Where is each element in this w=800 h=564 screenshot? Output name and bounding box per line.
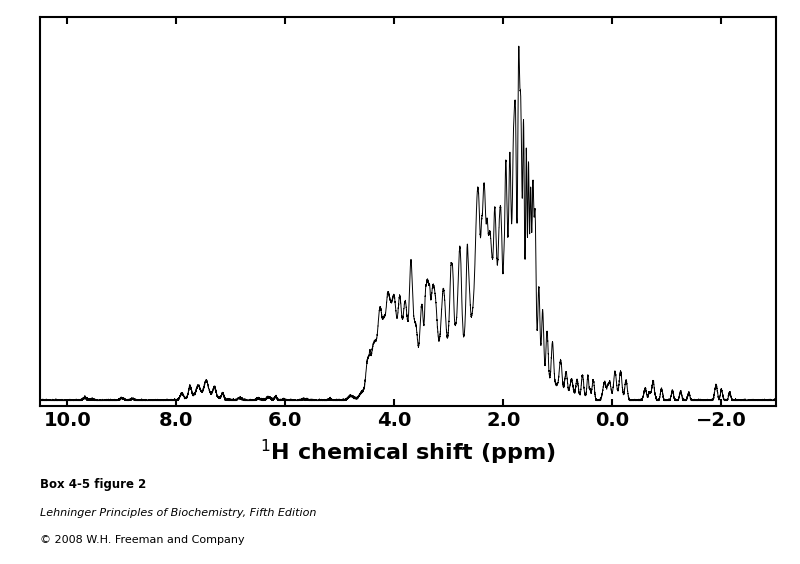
Text: © 2008 W.H. Freeman and Company: © 2008 W.H. Freeman and Company bbox=[40, 535, 245, 545]
X-axis label: $^{1}$H chemical shift (ppm): $^{1}$H chemical shift (ppm) bbox=[260, 438, 556, 468]
Text: Lehninger Principles of Biochemistry, Fifth Edition: Lehninger Principles of Biochemistry, Fi… bbox=[40, 508, 316, 518]
Text: Box 4-5 figure 2: Box 4-5 figure 2 bbox=[40, 478, 146, 491]
